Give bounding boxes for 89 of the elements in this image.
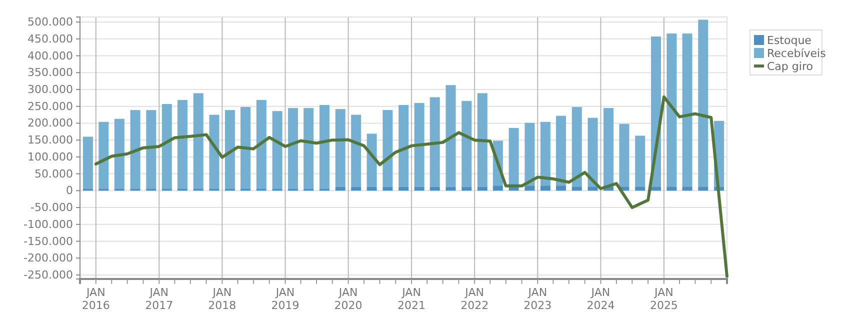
bar xyxy=(351,114,362,187)
bar xyxy=(540,186,550,191)
bar xyxy=(209,114,220,189)
bar xyxy=(524,122,535,186)
bar xyxy=(462,186,472,191)
bar xyxy=(177,100,188,189)
bar xyxy=(430,186,440,191)
bar xyxy=(588,186,598,191)
bar xyxy=(682,34,692,187)
bar xyxy=(414,102,424,187)
bar xyxy=(382,186,393,191)
bar xyxy=(366,186,377,191)
bar xyxy=(477,186,488,191)
bar xyxy=(556,116,566,186)
y-tick-label: -150.000 xyxy=(24,234,73,248)
x-tick-label: JAN 2023 xyxy=(524,286,552,312)
legend-label: Cap giro xyxy=(767,60,814,73)
bar xyxy=(351,186,362,191)
y-tick-label: 200.000 xyxy=(28,116,73,130)
bar xyxy=(492,186,503,191)
y-tick-label: 150.000 xyxy=(28,134,73,147)
bar xyxy=(572,186,582,191)
bar xyxy=(588,118,598,187)
bar xyxy=(666,34,677,187)
bar xyxy=(288,108,298,189)
bar xyxy=(635,186,646,191)
y-tick-label: -200.000 xyxy=(24,252,73,265)
y-tick-label: 450.000 xyxy=(28,32,73,46)
bar xyxy=(224,110,235,189)
x-tick-label: JAN 2021 xyxy=(398,286,426,312)
y-tick-label: -100.000 xyxy=(24,218,73,231)
bar xyxy=(304,108,314,189)
bar xyxy=(272,111,282,189)
legend-label: Recebíveis xyxy=(767,47,826,60)
y-tick-label: 100.000 xyxy=(28,150,73,164)
bar xyxy=(398,105,409,187)
bar xyxy=(335,186,346,191)
y-tick-label: 500.000 xyxy=(28,16,73,29)
x-tick-label: JAN 2025 xyxy=(650,286,678,312)
bar xyxy=(603,108,614,187)
bar xyxy=(114,118,124,189)
y-tick-label: -250.000 xyxy=(24,268,73,282)
y-tick-label: 350.000 xyxy=(28,66,73,80)
x-tick-label: JAN 2016 xyxy=(82,286,110,312)
bar xyxy=(650,186,661,191)
bar xyxy=(682,186,692,191)
bar xyxy=(540,122,550,186)
bar xyxy=(414,186,424,191)
bar xyxy=(162,104,172,189)
bar xyxy=(508,128,519,186)
bar xyxy=(524,186,535,191)
bar xyxy=(619,124,630,187)
x-tick-label: JAN 2022 xyxy=(460,286,489,312)
bar xyxy=(698,20,708,187)
bar xyxy=(366,134,377,187)
x-tick-label: JAN 2020 xyxy=(334,286,362,312)
bar xyxy=(398,186,409,191)
y-tick-label: 250.000 xyxy=(28,100,73,113)
y-tick-label: 300.000 xyxy=(28,83,73,96)
bar xyxy=(666,186,677,191)
y-tick-label: -50.000 xyxy=(30,201,73,214)
bar xyxy=(319,105,330,189)
bar xyxy=(556,186,566,191)
line-series xyxy=(94,95,728,278)
bar xyxy=(146,110,156,189)
bar xyxy=(430,97,440,187)
bar xyxy=(572,107,582,187)
bar xyxy=(477,93,488,187)
y-tick-label: 400.000 xyxy=(28,49,73,62)
bar xyxy=(462,100,472,187)
bar xyxy=(446,186,456,191)
bar xyxy=(130,110,140,189)
x-tick-label: JAN 2018 xyxy=(208,286,236,312)
x-tick-label: JAN 2024 xyxy=(586,286,615,312)
bar xyxy=(335,109,346,187)
bar xyxy=(382,110,393,187)
x-tick-label: JAN 2017 xyxy=(145,286,174,312)
bar xyxy=(193,93,204,189)
legend-label: Estoque xyxy=(767,34,812,47)
y-tick-label: 0 xyxy=(66,184,73,198)
bar xyxy=(635,136,646,187)
bar xyxy=(98,122,109,189)
x-tick-label: JAN 2019 xyxy=(271,286,300,312)
bar xyxy=(698,186,708,191)
bar xyxy=(256,100,266,189)
bar xyxy=(240,107,251,189)
bar xyxy=(446,85,456,187)
y-tick-label: 50.000 xyxy=(34,167,73,180)
bar xyxy=(82,136,93,189)
